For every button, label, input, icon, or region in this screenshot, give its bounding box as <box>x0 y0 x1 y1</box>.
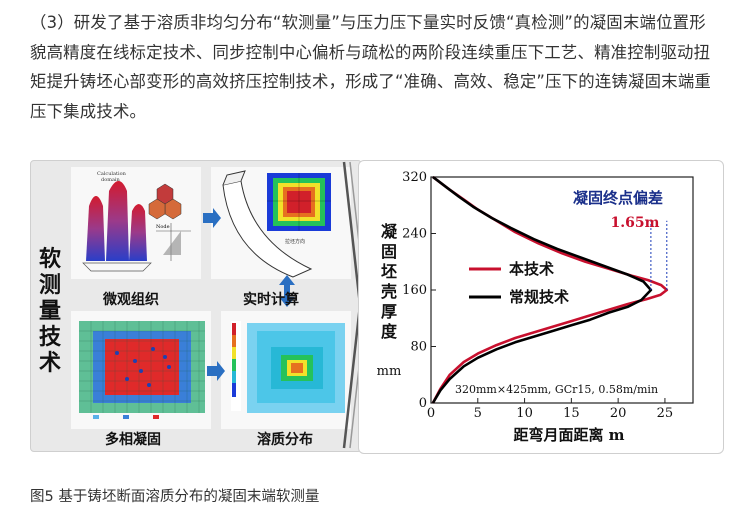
x-tick-label: 20 <box>610 406 627 421</box>
soft-measurement-panel: 软测量技术 Calculation <box>30 160 362 452</box>
x-tick-label: 15 <box>563 406 580 421</box>
arrow-right-icon-2 <box>207 361 225 381</box>
figure: 软测量技术 Calculation <box>30 160 724 460</box>
x-tick-label: 25 <box>657 406 674 421</box>
y-tick-label: 320 <box>402 170 427 185</box>
x-tick-label: 0 <box>427 406 435 421</box>
x-tick-label: 5 <box>474 406 482 421</box>
solute-distribution-label: 溶质分布 <box>257 432 313 448</box>
y-axis-label-char: 壳 <box>380 282 397 301</box>
svg-text:Calculation: Calculation <box>97 171 127 177</box>
x-tick-label: 10 <box>516 406 533 421</box>
y-tick-label: 240 <box>402 227 427 242</box>
y-axis-label-char: 厚 <box>381 302 397 321</box>
dendrite-image: Calculation domain Node <box>82 171 191 272</box>
series-line <box>431 175 653 404</box>
y-axis-unit: mm <box>377 364 402 379</box>
y-tick-label: 80 <box>410 340 427 355</box>
chart-title: 凝固终点偏差 <box>573 189 663 207</box>
solute-image <box>231 321 345 413</box>
y-axis-label-char: 凝 <box>381 222 398 241</box>
y-tick-label: 0 <box>419 396 427 411</box>
arrow-right-icon <box>203 208 221 228</box>
left-panel-graphics: Calculation domain Node <box>71 167 351 429</box>
y-axis-label-char: 度 <box>381 322 398 341</box>
svg-text:Node: Node <box>156 224 170 230</box>
solidification-chart: 0 5 10 15 20 25 0 80 160 240 320 凝固终点偏差 1.65m 本技术常规技… <box>377 170 694 444</box>
y-tick-label: 160 <box>402 283 427 298</box>
description-paragraph: （3）研发了基于溶质非均匀分布“软测量”与压力压下量实时反馈“真检测”的凝固末端… <box>30 13 712 121</box>
legend-label: 常规技术 <box>509 288 569 306</box>
legend-label: 本技术 <box>509 260 554 278</box>
y-axis-label-char: 坯 <box>381 262 397 281</box>
soft-measurement-title: 软测量技术 <box>38 247 61 376</box>
chart-panel: 0 5 10 15 20 25 0 80 160 240 320 凝固终点偏差 1.65m 本技术常规技… <box>358 160 724 454</box>
chart-note: 320mm×425mm, GCr15, 0.58m/min <box>455 383 658 396</box>
x-axis-label: 距弯月面距离 m <box>513 426 624 444</box>
multiphase-image <box>79 321 205 419</box>
deviation-value: 1.65m <box>611 215 660 231</box>
svg-text:拉坯方向: 拉坯方向 <box>285 238 305 245</box>
realtime-calc-label: 实时计算 <box>243 292 299 308</box>
bidirectional-arrow-icon <box>279 275 295 307</box>
svg-text:domain: domain <box>101 177 121 183</box>
strand-image: 拉坯方向 <box>222 170 331 278</box>
micro-structure-label: 微观组织 <box>103 292 159 308</box>
multiphase-label: 多相凝固 <box>105 432 161 448</box>
y-axis-label-char: 固 <box>381 242 397 261</box>
figure-caption: 图5 基于铸坯断面溶质分布的凝固末端软测量 <box>30 489 320 505</box>
